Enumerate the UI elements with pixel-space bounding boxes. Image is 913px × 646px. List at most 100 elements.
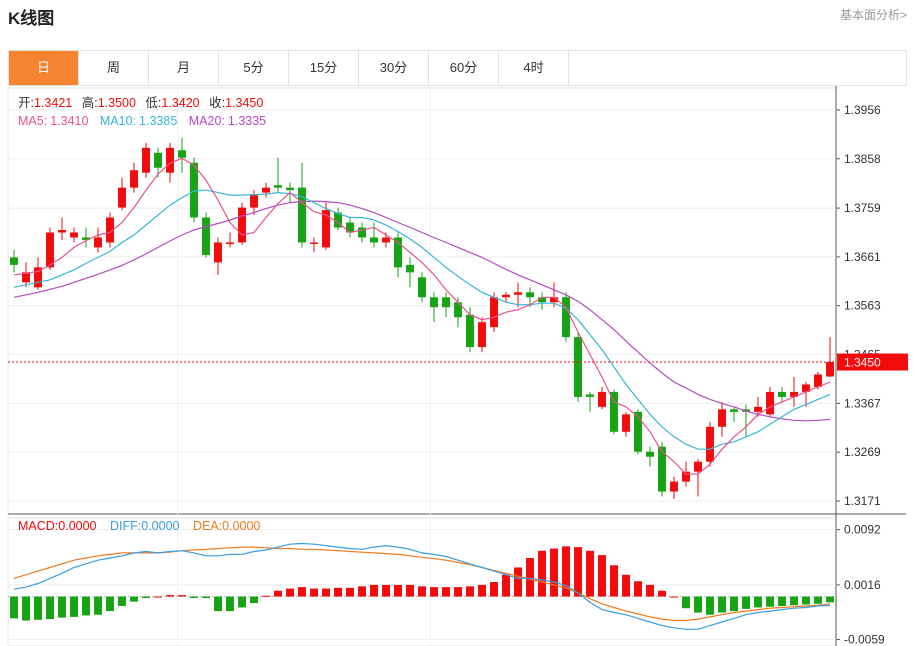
- tab-5min[interactable]: 5分: [219, 51, 289, 85]
- macd-bar: [190, 596, 198, 598]
- ma10-value: 1.3385: [139, 114, 177, 128]
- candle-up: [262, 187, 270, 193]
- macd-bar: [370, 584, 378, 597]
- macd-bar: [250, 596, 258, 604]
- macd-bar: [538, 550, 546, 597]
- price-tick-label: 1.3367: [844, 396, 881, 410]
- tab-4hour[interactable]: 4时: [499, 51, 569, 85]
- candle-up: [382, 237, 390, 243]
- macd-bar: [754, 596, 762, 608]
- candle-up: [802, 384, 810, 392]
- macd-bar: [274, 590, 282, 597]
- candle-down: [574, 337, 582, 397]
- candle-down: [646, 451, 654, 457]
- macd-bar: [106, 596, 114, 612]
- macd-bar: [94, 596, 102, 615]
- macd-bar: [742, 596, 750, 609]
- ma5-label: MA5:: [18, 114, 47, 128]
- candle-up: [142, 147, 150, 173]
- price-tick-label: 1.3563: [844, 299, 881, 313]
- kline-chart[interactable]: 1.39561.38581.37591.36611.35631.34651.33…: [0, 86, 913, 646]
- macd-bar: [466, 586, 474, 597]
- ma20-value: 1.3335: [228, 114, 266, 128]
- candle-down: [526, 292, 534, 298]
- macd-frame: [7, 517, 837, 646]
- candle-down: [418, 277, 426, 298]
- candle-down: [442, 297, 450, 308]
- candle-down: [538, 297, 546, 303]
- candle-up: [238, 207, 246, 243]
- candle-up: [118, 187, 126, 208]
- macd-bar: [82, 596, 90, 616]
- macd-tick-label: -0.0059: [844, 632, 885, 646]
- macd-bar: [526, 558, 534, 597]
- price-tick-label: 1.3956: [844, 103, 881, 117]
- macd-bar: [166, 595, 174, 597]
- candle-down: [346, 222, 354, 233]
- macd-bar: [598, 555, 606, 597]
- candle-down: [154, 152, 162, 168]
- candle-down: [82, 237, 90, 240]
- candle-down: [298, 187, 306, 243]
- ma20-label: MA20:: [189, 114, 225, 128]
- dea-line: [13, 546, 831, 622]
- candle-up: [322, 210, 330, 248]
- macd-bar: [262, 595, 270, 597]
- macd-bar: [154, 596, 162, 598]
- ohlc-info: 开:1.3421 高:1.3500 低:1.3420 收:1.3450: [18, 95, 263, 110]
- price-axis: 1.39561.38581.37591.36611.35631.34651.33…: [836, 103, 885, 646]
- candle-down: [202, 217, 210, 255]
- candle-up: [214, 242, 222, 263]
- macd-bar: [406, 584, 414, 597]
- macd-bar: [718, 596, 726, 613]
- candle-up: [106, 217, 114, 243]
- candle-up: [490, 297, 498, 328]
- candle-up: [70, 232, 78, 238]
- macd-bar: [610, 565, 618, 597]
- dea-value: 0.0000: [222, 519, 260, 533]
- tab-month[interactable]: 月: [149, 51, 219, 85]
- tab-15min[interactable]: 15分: [289, 51, 359, 85]
- macd-bar: [670, 596, 678, 598]
- macd-bar: [310, 588, 318, 597]
- candle-up: [310, 242, 318, 244]
- macd-bar: [574, 547, 582, 597]
- fundamental-analysis-link[interactable]: 基本面分析>: [839, 8, 907, 22]
- candle-down: [178, 150, 186, 158]
- macd-bar: [562, 546, 570, 597]
- candle-up: [250, 195, 258, 208]
- macd-bar: [298, 587, 306, 597]
- candle-down: [286, 187, 294, 191]
- price-tick-label: 1.3661: [844, 250, 881, 264]
- candle-up: [550, 297, 558, 303]
- candle-up: [670, 481, 678, 492]
- tab-60min[interactable]: 60分: [429, 51, 499, 85]
- macd-bar: [730, 596, 738, 612]
- macd-bar: [430, 587, 438, 597]
- tab-30min[interactable]: 30分: [359, 51, 429, 85]
- candle-up: [130, 170, 138, 188]
- macd-bar: [178, 595, 186, 597]
- current-price-tag-bg: [837, 353, 908, 371]
- macd-bar: [790, 596, 798, 606]
- tab-day[interactable]: 日: [9, 51, 79, 85]
- ma20-line: [13, 200, 831, 422]
- candle-down: [466, 314, 474, 348]
- macd-bar: [238, 596, 246, 608]
- high-value: 1.3500: [98, 96, 136, 110]
- macd-bar: [34, 596, 42, 620]
- macd-bar: [658, 590, 666, 597]
- macd-bar: [358, 586, 366, 597]
- tab-week[interactable]: 周: [79, 51, 149, 85]
- price-tick-label: 1.3759: [844, 201, 881, 215]
- candle-down: [10, 257, 18, 265]
- candle-up: [826, 362, 834, 377]
- diff-label: DIFF:: [110, 519, 141, 533]
- macd-bar: [46, 596, 54, 620]
- diff-value: 0.0000: [141, 519, 179, 533]
- diff-line: [13, 542, 831, 630]
- macd-bar: [502, 574, 510, 597]
- macd-bar: [490, 582, 498, 597]
- macd-bar: [130, 596, 138, 602]
- macd-bar: [646, 584, 654, 597]
